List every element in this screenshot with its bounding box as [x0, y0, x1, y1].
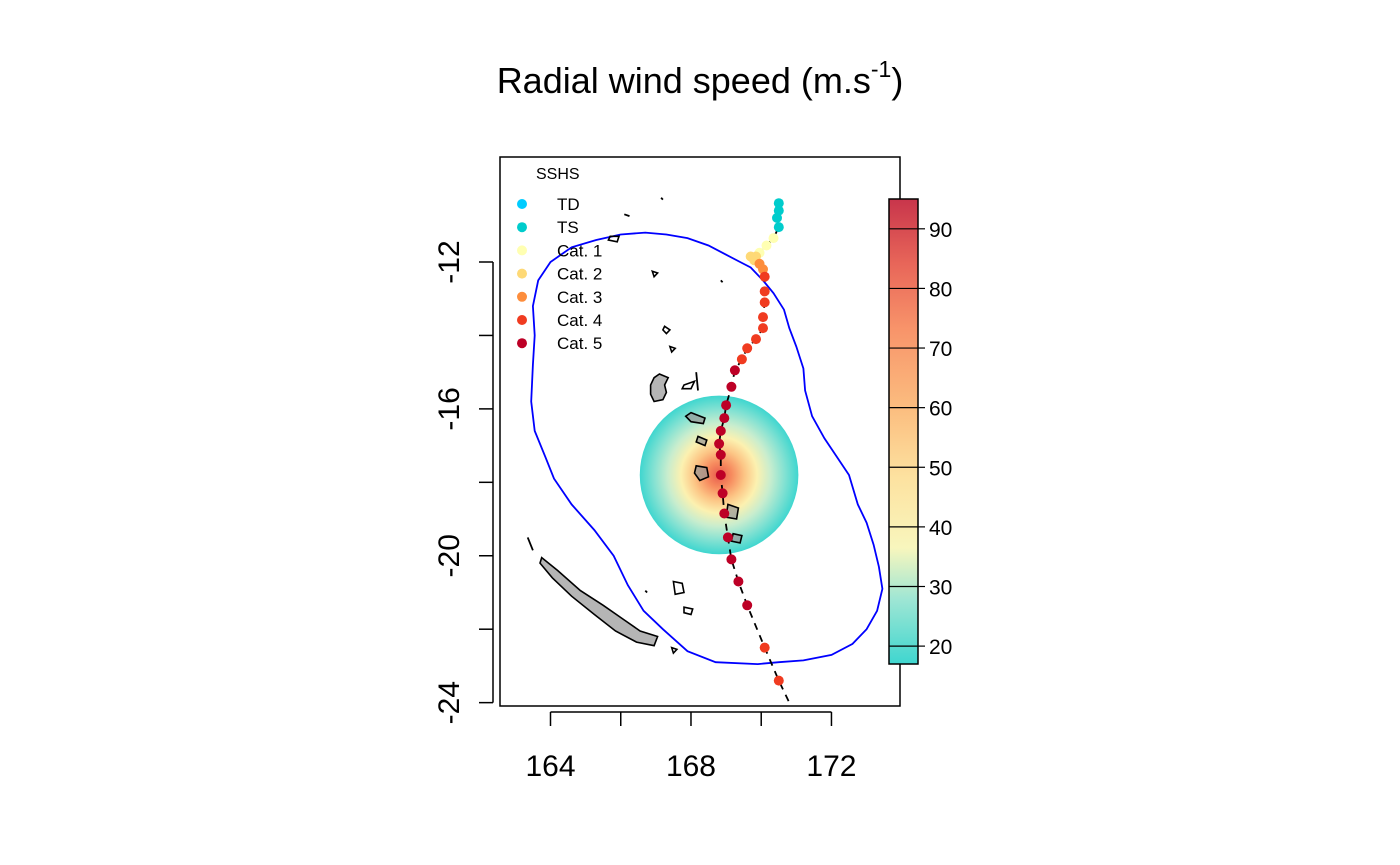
legend-marker [517, 268, 527, 279]
track-point [726, 381, 737, 392]
island-outline [607, 235, 621, 243]
legend-label: Cat. 3 [557, 288, 602, 307]
island-filled [693, 464, 710, 482]
x-tick-label: 172 [806, 750, 856, 783]
plot-area [526, 197, 884, 703]
x-tick-label: 168 [666, 750, 716, 783]
track-point [733, 576, 744, 587]
track-point [715, 449, 726, 460]
island-outline [680, 379, 697, 390]
legend-label: Cat. 4 [557, 311, 602, 330]
track-point [759, 642, 770, 653]
island-filled [649, 373, 670, 403]
colorbar-label: 90 [929, 219, 952, 242]
colorbar-label: 60 [929, 398, 952, 421]
legend-label: Cat. 1 [557, 241, 602, 260]
legend-label: TD [557, 195, 580, 214]
track-point [759, 286, 770, 297]
island-outline [668, 345, 677, 354]
y-tick-label: -20 [433, 534, 466, 577]
title-main: Radial wind speed (m.s [497, 60, 871, 101]
legend-marker [517, 222, 527, 233]
chart-title: Radial wind speed (m.s-1) [497, 56, 904, 101]
track-point [721, 400, 732, 411]
track-point [773, 198, 784, 209]
track-layer [714, 198, 791, 703]
track-point [758, 312, 768, 323]
legend-marker [517, 338, 527, 349]
legend-marker [517, 291, 527, 302]
track-point [759, 271, 770, 282]
colorbar-label: 80 [929, 278, 952, 301]
colorbar-label: 50 [929, 457, 952, 480]
island-filled [539, 556, 659, 647]
track-point [719, 413, 730, 424]
buffer-outline [530, 231, 884, 666]
island-outline [660, 197, 664, 201]
colorbar: 20 30 40 50 60 70 80 90 [888, 198, 952, 665]
island-outline [720, 279, 724, 283]
island-outline [644, 589, 648, 594]
legend-label: TS [557, 218, 579, 237]
island-filled [730, 532, 743, 544]
legend-marker [517, 199, 527, 209]
islands-layer [526, 197, 743, 655]
island-outline [624, 213, 630, 217]
island-outline [661, 325, 672, 335]
track-point [761, 240, 772, 251]
track-point [759, 297, 770, 308]
track-point [742, 343, 753, 354]
colorbar-label: 20 [929, 636, 952, 659]
island-outline [683, 606, 694, 616]
track-point [751, 334, 761, 345]
track-point [714, 438, 725, 449]
legend-marker [517, 315, 527, 325]
track-point [717, 488, 728, 499]
island-outline [695, 372, 699, 391]
legend-title: SSHS [536, 166, 580, 183]
island-outline [651, 269, 660, 279]
track-point [773, 675, 784, 686]
island-filled [684, 411, 706, 425]
track-point [758, 323, 768, 334]
y-tick-label: -12 [433, 240, 466, 283]
track-point [773, 222, 784, 233]
track-point [715, 425, 726, 436]
track-point [772, 212, 782, 223]
track-point [742, 600, 753, 611]
y-tick-label: -16 [433, 387, 466, 430]
colorbar-label: 70 [929, 338, 952, 361]
track-point [715, 470, 726, 480]
island-outline [526, 537, 534, 551]
axes-layer: 164 168 172 -12 -16 -20 -24 [433, 240, 856, 783]
track-point [726, 554, 737, 565]
title-superscript: -1 [871, 56, 891, 82]
track-point [736, 354, 747, 365]
colorbar-fill [889, 199, 918, 664]
colorbar-frame [888, 198, 919, 665]
track-point [729, 365, 740, 376]
track-point [722, 532, 733, 543]
island-outline [672, 580, 685, 596]
island-filled [695, 435, 708, 447]
track-point [768, 233, 779, 244]
buffer-layer [530, 231, 884, 666]
y-tick-label: -24 [433, 681, 466, 724]
legend: SSHS TD TS Cat. 1 Cat. 2 Cat. 3 Cat. 4 Cat. 5 [517, 166, 602, 353]
legend-label: Cat. 2 [557, 265, 602, 284]
legend-label: Cat. 5 [557, 334, 602, 353]
track-point [719, 508, 730, 519]
title-close: ) [891, 60, 903, 101]
island-outline [670, 646, 679, 655]
colorbar-label: 30 [929, 577, 952, 600]
legend-marker [517, 245, 527, 256]
colorbar-label: 40 [929, 517, 952, 540]
x-tick-label: 164 [525, 750, 575, 783]
